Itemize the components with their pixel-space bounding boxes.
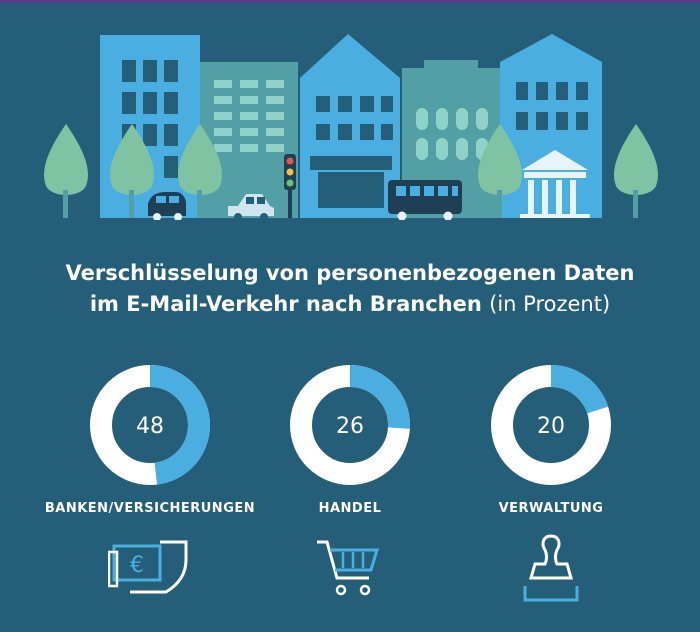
donut-segment-2 — [491, 365, 611, 485]
euro-shield-icon: € — [108, 540, 188, 594]
chart-title: Verschlüsselung von personenbezogenen Da… — [0, 258, 700, 320]
title-line-2: im E-Mail-Verkehr nach Branchen (in Proz… — [0, 289, 700, 320]
stamp-icon — [523, 534, 579, 602]
title-unit: (in Prozent) — [489, 292, 611, 316]
donut-value-label: 26 — [336, 414, 364, 439]
donut-verwaltung: 20 — [484, 358, 618, 492]
trees — [44, 124, 658, 218]
donut-handel: 26 — [283, 358, 417, 492]
svg-text:€: € — [130, 553, 144, 578]
category-label-handel: HANDEL — [318, 501, 382, 516]
building-office — [200, 62, 298, 218]
top-accent-bar — [0, 0, 700, 3]
building-shop — [300, 34, 400, 218]
title-line-2-bold: im E-Mail-Verkehr nach Branchen — [89, 292, 482, 316]
donut-value-label: 20 — [537, 414, 565, 439]
donut-value-label: 48 — [136, 414, 164, 439]
donut-segment-1 — [290, 365, 410, 485]
title-line-1: Verschlüsselung von personenbezogenen Da… — [65, 261, 635, 285]
car-left — [148, 192, 186, 220]
category-label-verwaltung: VERWALTUNG — [498, 501, 604, 516]
city-skyline-illustration — [44, 34, 658, 220]
donut-segment-0 — [90, 365, 210, 485]
donut-banken: 48 — [83, 358, 217, 492]
shopping-cart-icon — [317, 540, 380, 596]
car-middle — [228, 194, 274, 220]
bus — [388, 180, 462, 220]
category-label-banken: BANKEN/VERSICHERUNGEN — [44, 501, 256, 516]
building-right — [500, 34, 602, 218]
traffic-light — [284, 154, 296, 218]
